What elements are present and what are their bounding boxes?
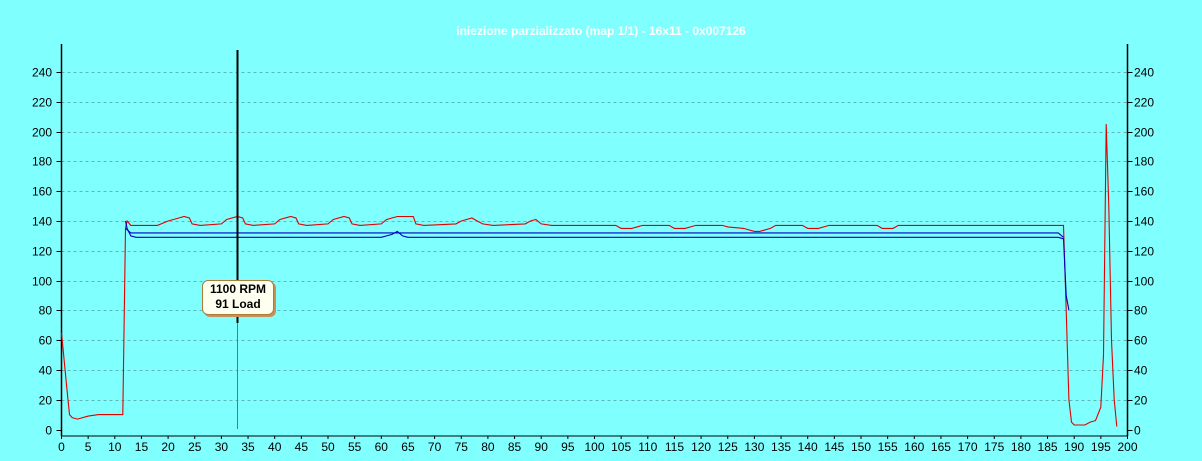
y-tick-label-right: 60 <box>1134 334 1148 348</box>
y-tick-label-right: 80 <box>1134 304 1148 318</box>
y-tick-label-left: 120 <box>32 245 52 259</box>
x-tick-label: 110 <box>638 440 657 454</box>
x-tick-label: 20 <box>161 440 175 454</box>
axes-layer <box>56 44 1133 439</box>
x-tick-label: 140 <box>798 440 818 454</box>
x-tick-label: 190 <box>1064 440 1084 454</box>
x-tick-label: 200 <box>1117 440 1137 454</box>
y-tick-label-right: 180 <box>1134 155 1154 169</box>
x-tick-label: 175 <box>984 440 1004 454</box>
x-tick-label: 125 <box>718 440 738 454</box>
x-tick-label: 40 <box>268 440 282 454</box>
x-tick-label: 65 <box>401 440 415 454</box>
x-tick-label: 5 <box>85 440 92 454</box>
x-tick-label: 160 <box>904 440 924 454</box>
x-tick-label: 185 <box>1038 440 1058 454</box>
x-tick-label: 145 <box>824 440 844 454</box>
x-tick-labels: 0 5 10 15 20 25 30 35 40 45 50 55 60 65 70 75 80 85 90 95 10… <box>58 440 1138 454</box>
y-tick-label-left: 80 <box>39 304 53 318</box>
series-line-2 <box>124 220 1070 311</box>
y-tick-label-left: 200 <box>32 126 52 140</box>
x-tick-label: 45 <box>295 440 309 454</box>
y-tick-label-right: 40 <box>1134 364 1148 378</box>
x-tick-label: 195 <box>1091 440 1111 454</box>
x-tick-label: 170 <box>958 440 978 454</box>
y-tick-label-left: 180 <box>32 155 52 169</box>
x-tick-label: 150 <box>851 440 871 454</box>
y-tick-label-right: 20 <box>1134 394 1148 408</box>
x-tick-label: 180 <box>1011 440 1031 454</box>
y-tick-label-right: 160 <box>1134 185 1154 199</box>
x-tick-label: 90 <box>535 440 549 454</box>
y-tick-label-left: 20 <box>39 394 53 408</box>
y-tick-label-right: 220 <box>1134 96 1154 110</box>
x-tick-label: 50 <box>321 440 335 454</box>
x-tick-label: 115 <box>665 440 684 454</box>
x-tick-label: 120 <box>691 440 711 454</box>
y-tick-label-left: 240 <box>32 66 52 80</box>
y-tick-label-left: 40 <box>39 364 53 378</box>
cursor-tooltip: 1100 RPM 91 Load <box>202 280 274 315</box>
y-tick-label-left: 60 <box>39 334 53 348</box>
x-tick-label: 25 <box>188 440 202 454</box>
grid-layer <box>61 72 1128 401</box>
x-tick-label: 75 <box>455 440 469 454</box>
cursor-rpm-label: 1100 RPM <box>209 282 267 296</box>
x-tick-label: 130 <box>744 440 764 454</box>
x-tick-label: 165 <box>931 440 951 454</box>
x-tick-label: 0 <box>58 440 65 454</box>
x-tick-label: 70 <box>428 440 442 454</box>
x-tick-label: 85 <box>508 440 522 454</box>
y-tick-label-right: 200 <box>1134 126 1154 140</box>
x-tick-label: 155 <box>878 440 898 454</box>
x-tick-label: 105 <box>611 440 631 454</box>
x-tick-label: 55 <box>348 440 362 454</box>
series-line-1 <box>60 124 1118 427</box>
x-tick-label: 135 <box>771 440 791 454</box>
y-tick-label-right: 120 <box>1134 245 1154 259</box>
y-tick-label-left: 160 <box>32 185 52 199</box>
y-tick-label-right: 140 <box>1134 215 1154 229</box>
x-tick-label: 100 <box>584 440 604 454</box>
y-tick-label-left: 140 <box>32 215 52 229</box>
x-tick-label: 60 <box>375 440 389 454</box>
y-tick-label-left: 100 <box>32 275 52 289</box>
y-tick-label-right: 0 <box>1134 424 1141 438</box>
series-layer <box>60 124 1118 427</box>
y-tick-labels: 0 0 20 20 40 40 60 60 80 80 100 100 120 120 140 140 160 1… <box>32 66 1154 438</box>
x-tick-label: 15 <box>135 440 149 454</box>
x-tick-label: 30 <box>215 440 229 454</box>
x-tick-label: 95 <box>561 440 575 454</box>
y-tick-label-left: 220 <box>32 96 52 110</box>
y-tick-label-right: 100 <box>1134 275 1154 289</box>
y-tick-label-right: 240 <box>1134 66 1154 80</box>
series-line-3 <box>125 227 1064 238</box>
x-tick-label: 80 <box>481 440 495 454</box>
y-tick-label-left: 0 <box>45 424 52 438</box>
chart-title: iniezione parzializzato (map 1/1) - 16x1… <box>456 24 746 38</box>
cursor-load-label: 91 Load <box>215 297 261 311</box>
x-tick-label: 10 <box>108 440 122 454</box>
x-tick-label: 35 <box>241 440 255 454</box>
